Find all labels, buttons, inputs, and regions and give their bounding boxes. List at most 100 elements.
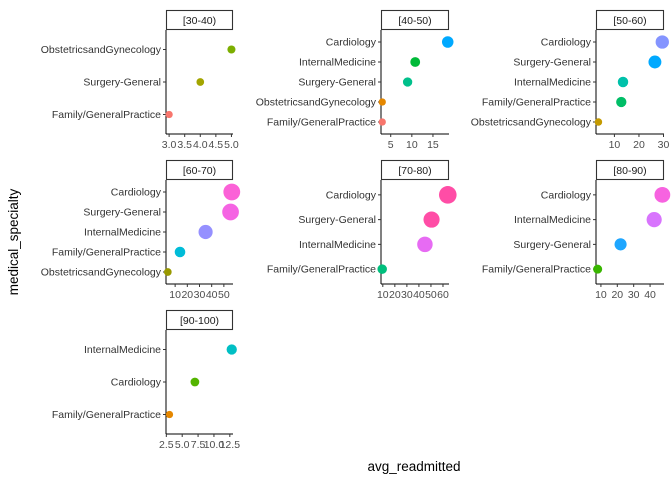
data-point-surgery-general (648, 55, 662, 69)
data-point-cardiology (655, 35, 669, 49)
x-tick-label: 3.0 (162, 139, 177, 151)
y-tick-label: Family/GeneralPractice (52, 247, 161, 259)
x-tick-label: 3.5 (177, 139, 192, 151)
facet-strip (380, 9, 450, 31)
y-tick-label: ObstetricsandGynecology (41, 267, 162, 279)
facet-panels: [30-40) Family/GeneralPractice Surgery-Gen… (41, 9, 671, 451)
facet-strip (595, 9, 665, 31)
facet-strip-label: [70-80) (398, 165, 431, 177)
x-tick-label: 30 (628, 289, 640, 301)
x-tick-label: 10 (609, 139, 621, 151)
y-tick-label: Cardiology (541, 189, 592, 201)
x-tick-label: 15 (427, 139, 439, 151)
x-tick-label: 20 (611, 289, 623, 301)
y-tick-label: Family/GeneralPractice (482, 264, 591, 276)
x-tick-label: 40 (413, 289, 425, 301)
data-point-family-generalpractice (165, 410, 174, 419)
data-point-cardiology (223, 183, 241, 201)
facet-strip-label: [60-70) (183, 165, 216, 177)
data-point-internalmedicine (646, 212, 662, 228)
y-tick-label: Family/GeneralPractice (482, 97, 591, 109)
x-tick-label: 30 (658, 139, 670, 151)
y-tick-label: ObstetricsandGynecology (41, 44, 162, 56)
facet-strip-label: [40-50) (398, 15, 431, 27)
y-tick-label: InternalMedicine (299, 239, 376, 251)
facet-strip (165, 159, 234, 181)
panel-70-80: [70-80) Family/GeneralPractice InternalMed… (267, 159, 457, 301)
data-point-surgery-general (196, 78, 205, 86)
y-tick-label: InternalMedicine (514, 214, 591, 226)
panel-60-70: [60-70) ObstetricsandGynecology Family/Gen… (41, 159, 241, 301)
facet-strip-label: [80-90) (613, 165, 646, 177)
x-tick-label: 10 (377, 289, 389, 301)
data-point-family-generalpractice (378, 118, 386, 126)
data-point-surgery-general (423, 211, 440, 228)
data-point-cardiology (190, 377, 200, 387)
x-tick-label: 5.0 (224, 139, 239, 151)
y-tick-label: InternalMedicine (84, 344, 161, 356)
y-tick-label: Surgery-General (83, 207, 161, 219)
x-tick-label: 5 (388, 139, 394, 151)
x-tick-label: 50 (218, 289, 230, 301)
facet-strip (380, 159, 450, 181)
x-tick-label: 30 (401, 289, 413, 301)
y-tick-label: Family/GeneralPractice (267, 117, 376, 129)
x-tick-label: 5.0 (175, 439, 190, 451)
y-tick-label: InternalMedicine (514, 77, 591, 89)
x-tick-label: 20 (389, 289, 401, 301)
data-point-surgery-general (402, 77, 413, 87)
data-point-obstetricsandgynecology (227, 45, 236, 54)
y-tick-label: Family/GeneralPractice (52, 409, 161, 421)
x-tick-label: 30 (194, 289, 206, 301)
x-tick-label: 10 (406, 139, 418, 151)
y-tick-label: Surgery-General (513, 57, 591, 69)
x-tick-label: 20 (181, 289, 193, 301)
x-tick-label: 7.5 (191, 439, 206, 451)
y-tick-label: Cardiology (111, 377, 162, 389)
y-tick-label: Surgery-General (513, 239, 591, 251)
y-tick-label: Surgery-General (298, 214, 376, 226)
data-point-family-generalpractice (174, 246, 186, 258)
x-tick-label: 20 (633, 139, 645, 151)
panel-90-100: [90-100) Family/GeneralPractice Cardiology… (52, 309, 241, 451)
data-point-obstetricsandgynecology (594, 118, 603, 126)
x-tick-label: 12.5 (220, 439, 241, 451)
y-tick-label: Surgery-General (83, 77, 161, 89)
y-axis-title: medical_specialty (6, 188, 21, 295)
x-tick-label: 2.5 (159, 439, 174, 451)
facet-strip (165, 9, 234, 31)
data-point-family-generalpractice (377, 264, 387, 274)
x-tick-label: 60 (437, 289, 449, 301)
x-tick-label: 40 (206, 289, 218, 301)
y-tick-label: Family/GeneralPractice (267, 264, 376, 276)
x-tick-label: 50 (425, 289, 437, 301)
facet-strip-label: [90-100) (180, 315, 219, 327)
data-point-internalmedicine (226, 344, 237, 355)
x-tick-label: 40 (644, 289, 656, 301)
data-point-family-generalpractice (165, 110, 173, 119)
facet-strip-label: [30-40) (183, 15, 216, 27)
panel-50-60: [50-60) ObstetricsandGynecology Family/Gen… (471, 9, 670, 151)
data-point-internalmedicine (198, 224, 213, 240)
data-point-cardiology (441, 36, 454, 48)
data-point-cardiology (438, 186, 457, 204)
facet-strip-label: [50-60) (613, 15, 646, 27)
data-point-internalmedicine (417, 236, 433, 253)
data-point-cardiology (654, 186, 671, 203)
y-tick-label: ObstetricsandGynecology (256, 97, 377, 109)
x-axis-title: avg_readmitted (367, 459, 460, 474)
panel-40-50: [40-50) Family/GeneralPractice Obstetricsa… (256, 9, 454, 151)
data-point-internalmedicine (617, 76, 629, 88)
y-tick-label: Surgery-General (298, 77, 376, 89)
y-tick-label: Cardiology (326, 37, 377, 49)
y-tick-label: ObstetricsandGynecology (471, 117, 592, 129)
y-tick-label: Cardiology (111, 187, 162, 199)
y-tick-label: Family/GeneralPractice (52, 109, 161, 121)
data-point-obstetricsandgynecology (163, 268, 172, 276)
panel-80-90: [80-90) Family/GeneralPractice Surgery-Gen… (482, 159, 671, 301)
x-tick-label: 4.0 (193, 139, 208, 151)
data-point-family-generalpractice (593, 264, 603, 274)
panel-30-40: [30-40) Family/GeneralPractice Surgery-Gen… (41, 9, 239, 151)
x-tick-label: 10 (595, 289, 607, 301)
